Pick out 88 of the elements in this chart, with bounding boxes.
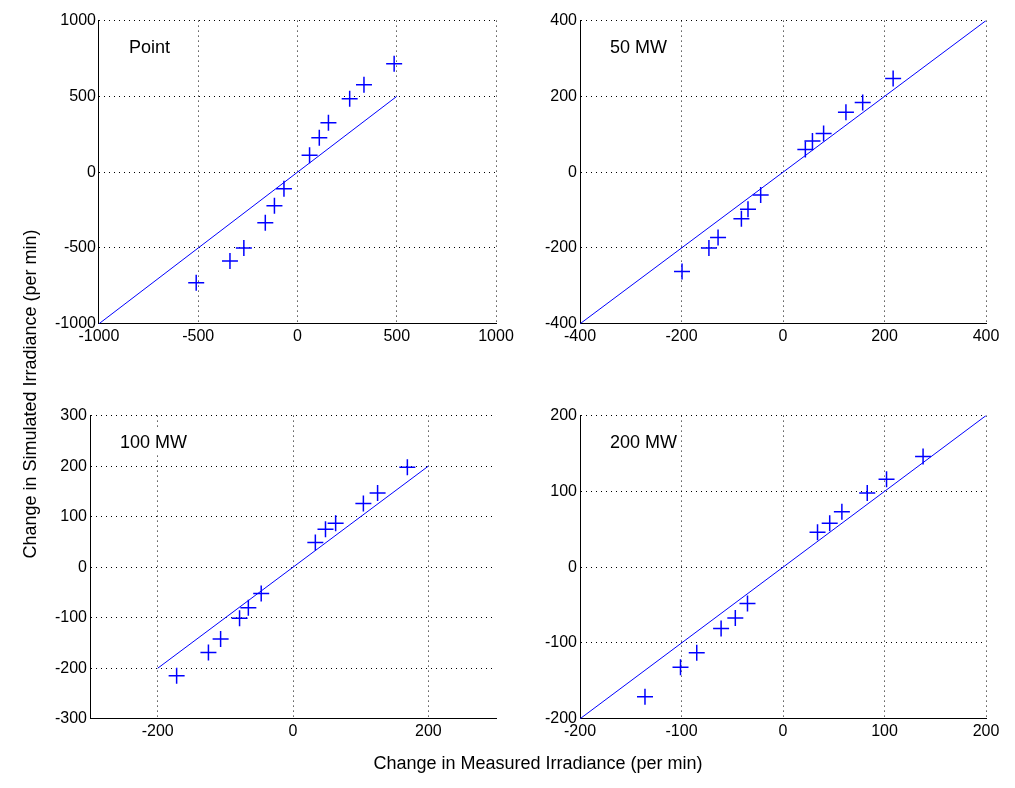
y-tick-label: -200 [54,658,88,676]
point [700,239,718,257]
y-tick-label: 0 [568,557,578,575]
point [877,470,896,489]
point [221,252,239,270]
point [709,228,727,247]
point [837,103,855,122]
annotation: Point [128,36,170,57]
point [803,132,822,150]
y-tick-label: 500 [69,86,97,104]
x-tick-label: 0 [293,326,303,344]
y-tick-label: 0 [78,557,88,575]
point [300,146,319,164]
point [385,54,403,73]
x-tick-label: 400 [972,326,1000,344]
point [673,262,691,281]
point [914,447,932,466]
point [199,643,218,662]
point [211,630,230,648]
point [368,484,387,502]
y-tick-label: 1000 [60,11,97,29]
point [712,619,730,638]
y-tick-label: 400 [550,11,578,29]
point [316,520,335,539]
point [355,75,373,94]
x-tick-label: 0 [288,721,298,739]
point [820,514,839,532]
y-tick-label: 100 [60,507,88,525]
point [858,484,876,502]
point [354,494,373,513]
point [751,186,770,204]
x-tick-label: 200 [871,326,898,344]
y-tick-label: 100 [550,481,578,499]
point [306,533,325,552]
annotation: 50 MW [610,36,668,57]
x-tick-label: 0 [778,326,788,344]
y-tick-label: 0 [568,162,578,180]
point [796,140,815,159]
point [884,69,902,88]
point [235,239,253,257]
x-tick-label: 200 [972,721,1000,739]
point [319,114,338,132]
x-axis-title: Change in Measured Irradiance (per min) [372,753,704,774]
annotation: 200 MW [610,431,678,452]
point [187,274,205,292]
point [398,458,417,476]
point [265,196,284,215]
point [167,667,186,685]
y-tick-label: -100 [54,608,88,626]
point [726,609,745,627]
point [814,124,833,143]
point [256,213,275,232]
point [738,594,757,613]
x-tick-label: -200 [141,721,174,739]
point [275,179,293,198]
y-tick-label: 0 [87,162,97,180]
y-tick-label: -100 [544,633,578,651]
point [230,609,249,627]
x-tick-label: -200 [665,326,698,344]
y-tick-label: 200 [550,406,578,424]
y-tick-label: -300 [54,709,88,727]
y-tick-label: 300 [60,406,88,424]
point [732,210,751,228]
y-tick-label: 200 [60,456,88,474]
point [239,598,258,617]
x-tick-label: 1000 [478,326,514,344]
annotation: 100 MW [120,431,188,452]
point [252,584,270,603]
point [340,90,359,108]
x-tick-label: 200 [414,721,442,739]
point [636,688,654,706]
y-tick-label: 200 [550,86,578,104]
point [671,658,690,677]
point [326,514,345,532]
x-tick-label: -500 [182,326,215,344]
y-tick-label: -200 [544,238,578,256]
x-tick-label: 0 [778,721,788,739]
point [739,200,757,219]
point [310,128,329,147]
x-tick-label: -100 [665,721,698,739]
point [853,93,872,112]
y-axis-title: Change in Simulated Irradiance (per min) [19,229,41,559]
point [808,523,827,542]
x-tick-label: 500 [383,326,411,344]
point [833,503,851,521]
y-tick-label: -500 [63,238,97,256]
x-tick-label: 100 [871,721,898,739]
point [687,644,706,662]
